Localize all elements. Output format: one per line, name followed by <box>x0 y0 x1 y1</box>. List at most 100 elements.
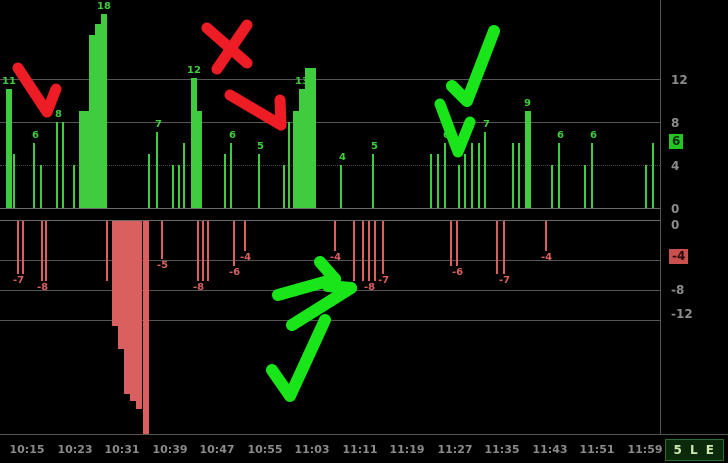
bar <box>136 221 142 409</box>
bar <box>503 221 505 274</box>
bar <box>101 14 107 208</box>
bar <box>464 154 466 208</box>
bar <box>244 221 246 251</box>
time-tick: 10:55 <box>247 443 283 456</box>
baseline-zero-top <box>0 208 660 209</box>
bar-value-label: 6 <box>229 130 236 141</box>
bar <box>45 221 47 281</box>
bar <box>310 68 316 208</box>
bar <box>334 221 336 251</box>
bar-value-label: 7 <box>155 119 162 130</box>
bar-value-label: -6 <box>452 267 464 278</box>
bar <box>33 143 35 208</box>
bar <box>124 221 130 394</box>
time-tick: 11:27 <box>437 443 473 456</box>
bar <box>382 221 384 274</box>
price-axis[interactable]: 12 8 6 4 0 0 -4 -8 -12 <box>660 0 728 434</box>
time-tick: 11:51 <box>579 443 615 456</box>
bar <box>299 89 305 208</box>
status-badge[interactable]: 5 L E <box>665 439 724 461</box>
axis-tick-0-bottom: 0 <box>671 218 680 232</box>
bar-value-label: 5 <box>257 141 264 152</box>
bar-value-label: 6 <box>590 130 597 141</box>
gridline-neg8 <box>0 290 660 291</box>
gridline-12 <box>0 79 660 80</box>
bar-value-label: 5 <box>371 141 378 152</box>
bar <box>17 221 19 274</box>
bar <box>197 221 199 281</box>
current-positive-badge: 6 <box>669 134 684 149</box>
bar-value-label: 9 <box>524 98 531 109</box>
bar <box>340 165 342 208</box>
gridline-neg12 <box>0 320 660 321</box>
bar <box>172 165 174 208</box>
axis-tick-12: 12 <box>671 73 688 87</box>
bar <box>41 221 43 281</box>
bar-value-label: 6 <box>32 130 39 141</box>
bar <box>118 221 124 349</box>
axis-tick-0-top: 0 <box>671 202 680 216</box>
time-axis[interactable]: 10:15 10:23 10:31 10:39 10:47 10:55 11:03 11:11… <box>0 434 728 463</box>
bar <box>233 221 235 266</box>
positive-delta-panel[interactable]: 11 6 8 18 7 12 6 5 13 4 5 6 7 9 6 6 <box>0 0 660 212</box>
axis-tick-8: 8 <box>671 116 680 130</box>
bar-value-label: 11 <box>2 76 16 87</box>
bar <box>374 221 376 281</box>
bar <box>478 143 480 208</box>
bar-value-label: 18 <box>97 1 111 12</box>
bar <box>79 111 85 208</box>
bar <box>293 111 299 208</box>
time-tick: 10:47 <box>199 443 235 456</box>
bar <box>456 221 458 266</box>
bar <box>224 154 226 208</box>
bar <box>518 143 520 208</box>
bar-value-label: -8 <box>37 282 49 293</box>
bar <box>95 24 101 208</box>
bar <box>584 165 586 208</box>
bar <box>458 165 460 208</box>
bar <box>230 143 232 208</box>
bar <box>84 111 90 208</box>
bar <box>22 221 24 274</box>
bar <box>156 132 158 208</box>
bar-value-label: -4 <box>541 252 553 263</box>
bar <box>372 154 374 208</box>
bar <box>362 221 364 281</box>
bar <box>106 221 108 281</box>
negative-delta-panel[interactable]: -7-8-29-5-8-6-4-4-8-7-6-7-4 <box>0 212 660 434</box>
bar-value-label: 8 <box>55 109 62 120</box>
bar <box>56 122 58 208</box>
bar <box>191 78 197 208</box>
time-tick: 11:11 <box>342 443 378 456</box>
bar-value-label: 13 <box>295 76 309 87</box>
bar <box>89 35 95 208</box>
bar-value-label: -4 <box>240 252 252 263</box>
bar <box>551 165 553 208</box>
time-tick: 11:35 <box>484 443 520 456</box>
bar-value-label: -7 <box>378 275 390 286</box>
bar <box>645 165 647 208</box>
bar <box>143 221 149 434</box>
time-tick: 11:59 <box>627 443 663 456</box>
bar <box>6 89 12 208</box>
axis-tick-neg8: -8 <box>671 283 685 297</box>
bar <box>305 68 311 208</box>
axis-tick-4: 4 <box>671 159 680 173</box>
bar <box>444 143 446 208</box>
bar-value-label: -6 <box>229 267 241 278</box>
bar <box>161 221 163 259</box>
bar-value-label: 6 <box>443 130 450 141</box>
bar <box>62 122 64 208</box>
bar <box>207 221 209 281</box>
bar <box>40 165 42 208</box>
bar <box>202 221 204 281</box>
bar <box>283 165 285 208</box>
bar <box>13 154 15 208</box>
bar <box>258 154 260 208</box>
bar <box>450 221 452 266</box>
bar <box>652 143 654 208</box>
bar <box>512 143 514 208</box>
bar-value-label: -8 <box>193 282 205 293</box>
bar <box>368 221 370 281</box>
